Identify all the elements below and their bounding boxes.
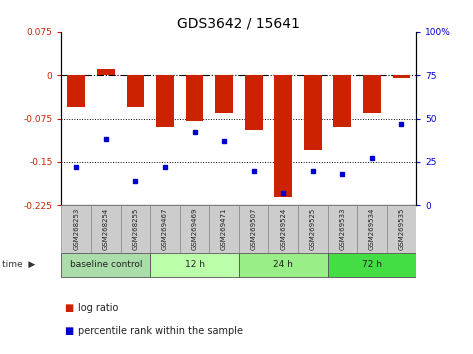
Text: GSM268253: GSM268253 xyxy=(73,208,79,250)
FancyBboxPatch shape xyxy=(387,205,416,253)
Bar xyxy=(333,75,351,127)
Text: 24 h: 24 h xyxy=(273,259,293,269)
Text: GSM269533: GSM269533 xyxy=(339,208,345,251)
FancyBboxPatch shape xyxy=(357,205,387,253)
FancyBboxPatch shape xyxy=(150,205,180,253)
Bar xyxy=(393,75,410,78)
FancyBboxPatch shape xyxy=(239,205,268,253)
FancyBboxPatch shape xyxy=(150,253,239,276)
Text: GSM269525: GSM269525 xyxy=(310,208,316,250)
Text: GSM269467: GSM269467 xyxy=(162,208,168,251)
FancyBboxPatch shape xyxy=(61,205,91,253)
Bar xyxy=(156,75,174,127)
Text: GSM269535: GSM269535 xyxy=(398,208,404,250)
Bar xyxy=(97,69,114,75)
Text: GSM268255: GSM268255 xyxy=(132,208,139,250)
Title: GDS3642 / 15641: GDS3642 / 15641 xyxy=(177,17,300,31)
FancyBboxPatch shape xyxy=(209,205,239,253)
Text: GSM269471: GSM269471 xyxy=(221,208,227,251)
Text: percentile rank within the sample: percentile rank within the sample xyxy=(78,326,243,336)
Bar xyxy=(126,75,144,107)
Text: 72 h: 72 h xyxy=(362,259,382,269)
Text: GSM269524: GSM269524 xyxy=(280,208,286,250)
Text: baseline control: baseline control xyxy=(70,259,142,269)
Bar xyxy=(304,75,322,150)
FancyBboxPatch shape xyxy=(61,253,150,276)
FancyBboxPatch shape xyxy=(121,205,150,253)
FancyBboxPatch shape xyxy=(268,205,298,253)
FancyBboxPatch shape xyxy=(327,253,416,276)
Text: GSM269534: GSM269534 xyxy=(369,208,375,250)
FancyBboxPatch shape xyxy=(239,253,327,276)
Bar xyxy=(245,75,263,130)
FancyBboxPatch shape xyxy=(91,205,121,253)
Text: GSM268254: GSM268254 xyxy=(103,208,109,250)
FancyBboxPatch shape xyxy=(327,205,357,253)
Text: ■: ■ xyxy=(64,303,73,313)
Bar xyxy=(363,75,381,113)
Bar xyxy=(215,75,233,113)
Text: GSM269469: GSM269469 xyxy=(192,208,198,251)
Text: 12 h: 12 h xyxy=(184,259,204,269)
Bar xyxy=(67,75,85,107)
Text: ■: ■ xyxy=(64,326,73,336)
Bar xyxy=(185,75,203,121)
Text: log ratio: log ratio xyxy=(78,303,118,313)
FancyBboxPatch shape xyxy=(180,205,209,253)
FancyBboxPatch shape xyxy=(298,205,327,253)
Text: GSM269507: GSM269507 xyxy=(251,208,257,251)
Text: time  ▶: time ▶ xyxy=(2,260,35,269)
Bar xyxy=(274,75,292,197)
